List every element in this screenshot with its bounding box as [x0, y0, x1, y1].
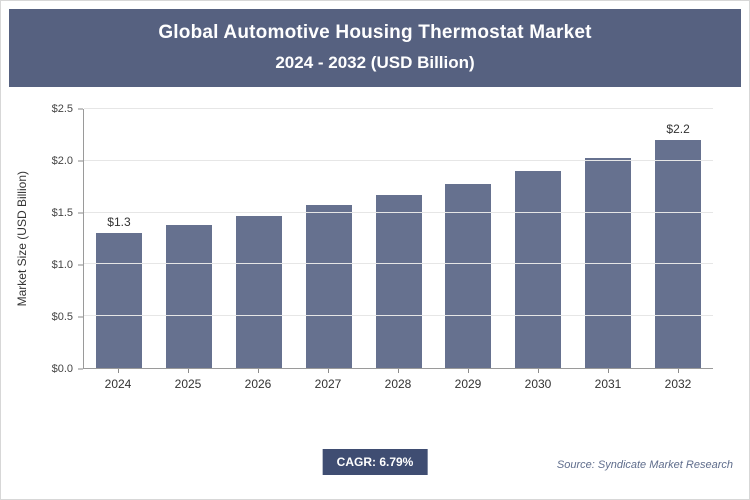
y-axis-title-wrap: Market Size (USD Billion) — [9, 109, 35, 369]
bar-2029 — [445, 183, 492, 368]
y-tick-mark — [78, 316, 83, 318]
bar-value-label: $2.2 — [666, 122, 690, 137]
gridline — [84, 159, 713, 161]
bar-2028 — [375, 195, 422, 368]
y-tick-mark — [78, 108, 83, 110]
gridline — [84, 211, 713, 213]
y-tick-label: $0.5 — [51, 311, 73, 323]
bar-cell-2028 — [364, 109, 434, 368]
bar-cell-2026 — [224, 109, 294, 368]
gridline — [84, 263, 713, 265]
source-attribution: Source: Syndicate Market Research — [556, 459, 733, 471]
bar-cell-2027 — [294, 109, 364, 368]
x-tick-label: 2032 — [643, 369, 713, 391]
bar-2030 — [515, 171, 562, 368]
y-tick-label: $2.5 — [51, 103, 73, 115]
bar-cell-2030 — [503, 109, 573, 368]
bar-cell-2029 — [433, 109, 503, 368]
bar-2026 — [235, 215, 282, 368]
y-tick-mark — [78, 264, 83, 266]
bar-2025 — [165, 225, 212, 368]
x-tick-label: 2030 — [503, 369, 573, 391]
bar-2024 — [95, 233, 142, 368]
x-tick-label: 2029 — [433, 369, 503, 391]
y-tick-label: $1.5 — [51, 207, 73, 219]
bar-cell-2032: $2.2 — [643, 109, 713, 368]
cagr-badge: CAGR: 6.79% — [322, 449, 428, 475]
x-tick-label: 2027 — [293, 369, 363, 391]
bar-2031 — [585, 157, 632, 368]
chart-header: Global Automotive Housing Thermostat Mar… — [9, 9, 741, 87]
y-tick-label: $2.0 — [51, 155, 73, 167]
chart-title: Global Automotive Housing Thermostat Mar… — [158, 22, 592, 43]
x-tick-label: 2026 — [223, 369, 293, 391]
bar-2032 — [655, 140, 702, 368]
bar-cell-2024: $1.3 — [84, 109, 154, 368]
bar-cell-2025 — [154, 109, 224, 368]
x-tick-label: 2024 — [83, 369, 153, 391]
y-tick-mark — [78, 368, 83, 370]
y-tick-mark — [78, 160, 83, 162]
y-axis-title: Market Size (USD Billion) — [15, 171, 29, 307]
plot-area: $1.3 $2.2 — [83, 108, 713, 369]
chart-subtitle: 2024 - 2032 (USD Billion) — [275, 53, 475, 72]
gridline — [84, 315, 713, 317]
y-axis-ticks: $0.0 $0.5 $1.0 $1.5 $2.0 $2.5 — [35, 103, 83, 375]
plot-column: $1.3 $2.2 2024 2025 2026 2027 2028 2029 2030 203… — [83, 108, 713, 391]
chart-body: Market Size (USD Billion) $0.0 $0.5 $1.0 $1… — [9, 103, 741, 391]
x-tick-label: 2028 — [363, 369, 433, 391]
x-axis-labels: 2024 2025 2026 2027 2028 2029 2030 2031 2032 — [83, 369, 713, 391]
chart-footer: CAGR: 6.79% Source: Syndicate Market Res… — [1, 437, 749, 499]
bar-value-label: $1.3 — [107, 215, 131, 230]
bars: $1.3 $2.2 — [84, 109, 713, 368]
x-tick-label: 2031 — [573, 369, 643, 391]
gridline — [84, 108, 713, 109]
y-tick-label: $0.0 — [51, 363, 73, 375]
bar-cell-2031 — [573, 109, 643, 368]
y-tick-mark — [78, 212, 83, 214]
x-tick-label: 2025 — [153, 369, 223, 391]
y-tick-label: $1.0 — [51, 259, 73, 271]
bar-2027 — [305, 205, 352, 368]
